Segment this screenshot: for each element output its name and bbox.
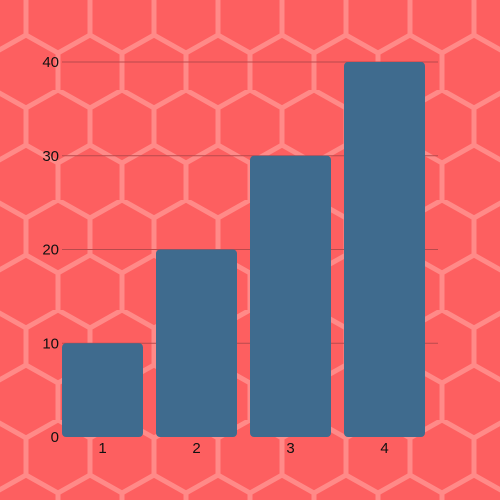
- x-tick-label: 1: [98, 440, 106, 457]
- y-tick-label: 0: [51, 429, 59, 446]
- x-tick-label: 3: [286, 440, 294, 457]
- y-tick-label: 40: [42, 54, 59, 71]
- y-tick-label: 20: [42, 242, 59, 259]
- x-axis-tick-labels: 1 2 3 4: [98, 440, 388, 457]
- y-tick-label: 10: [42, 335, 59, 352]
- bar-series: [62, 62, 425, 437]
- bar-2: [156, 249, 237, 437]
- bar-3: [250, 155, 331, 437]
- y-tick-label: 30: [42, 148, 59, 165]
- x-tick-label: 2: [192, 440, 200, 457]
- bar-4: [344, 62, 425, 437]
- bar-1: [62, 343, 143, 437]
- x-tick-label: 4: [380, 440, 388, 457]
- y-axis-tick-labels: 0 10 20 30 40: [42, 54, 59, 446]
